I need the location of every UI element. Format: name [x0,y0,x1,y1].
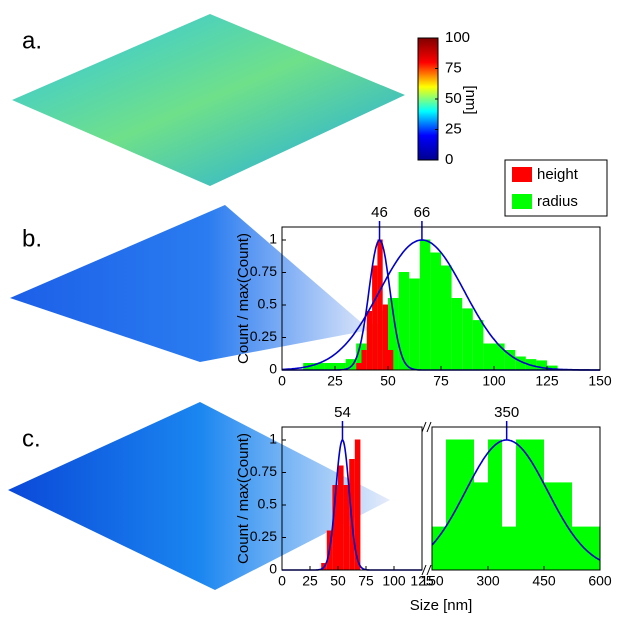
x-tick-label: 450 [532,573,556,589]
y-tick-label: 0.25 [250,528,277,544]
bar [409,278,420,371]
bar [504,350,516,371]
x-tick-label: 75 [358,573,374,589]
y-tick-label: 1 [269,431,277,447]
bar [343,485,350,571]
x-tick-label: 75 [433,373,449,389]
bar [558,482,572,571]
bar [324,363,335,371]
x-axis-label: Size [nm] [410,597,473,614]
bar [530,439,544,571]
fit-curve [431,439,601,561]
axes-box [281,426,423,571]
axis-break [421,421,427,433]
y-tick-label: 1 [269,231,277,247]
x-tick-label: 125 [535,373,559,389]
panel-label: c. [22,425,41,452]
y-tick-label: 0.25 [250,328,277,344]
bar [460,439,474,571]
x-tick-label: 150 [420,573,444,589]
bar [366,311,373,371]
bar [488,439,502,571]
bar [472,320,484,371]
y-axis-label: Count / max(Count) [235,233,252,364]
bar [430,252,441,371]
axis-break [426,564,432,576]
bar [356,363,362,371]
bar [372,265,378,371]
bar [462,308,473,371]
surface-c [8,402,390,590]
legend-label: radius [537,193,578,210]
bar [398,272,410,371]
y-tick-label: 0 [269,361,277,377]
x-tick-label: 50 [380,373,396,389]
x-tick-label: 150 [588,373,612,389]
panel-label: a. [22,27,42,54]
x-tick-label: 50 [330,573,346,589]
y-axis-label: Count / max(Count) [235,433,252,564]
surface-a [12,14,405,186]
tick-label: 50 [445,90,462,107]
colorbar-label: [nm] [462,85,479,114]
y-tick-label: 0.5 [258,496,278,512]
legend-swatch [512,167,532,182]
bar [432,526,446,571]
y-tick-label: 0 [269,561,277,577]
axis-break [426,421,432,433]
bar [586,526,600,571]
bar [502,526,516,571]
x-tick-label: 25 [327,373,343,389]
tick-label: 0 [445,151,453,168]
x-tick-label: 600 [588,573,612,589]
x-tick-label: 0 [278,373,286,389]
axis-break [421,564,427,576]
bar [483,343,494,371]
axes-box [431,426,601,571]
peak-label: 54 [334,404,351,421]
x-tick-label: 300 [476,573,500,589]
y-tick-label: 0.75 [250,463,277,479]
bar [338,465,344,571]
bar [388,350,394,371]
bar [361,350,367,371]
tick-label: 75 [445,59,462,76]
tick-label: 100 [445,29,470,46]
tick-label: 25 [445,120,462,137]
x-tick-label: 25 [302,573,318,589]
x-tick-label: 100 [482,373,506,389]
peak-label: 350 [494,404,519,421]
x-tick-label: 0 [278,573,286,589]
bar [382,304,389,371]
peak-label: 66 [414,204,431,221]
bar [377,239,383,371]
y-tick-label: 0.5 [258,296,278,312]
legend-swatch [512,194,532,209]
bar [441,265,452,371]
legend-label: height [537,166,579,183]
bar [474,482,488,571]
y-tick-label: 0.75 [250,263,277,279]
x-tick-label: 100 [382,573,406,589]
panel-label: b. [22,225,42,252]
surface-b [10,205,370,362]
bar [419,239,431,371]
x-tick-label: 125 [410,573,434,589]
bar [516,439,530,571]
bar [451,298,463,371]
peak-label: 46 [371,204,388,221]
